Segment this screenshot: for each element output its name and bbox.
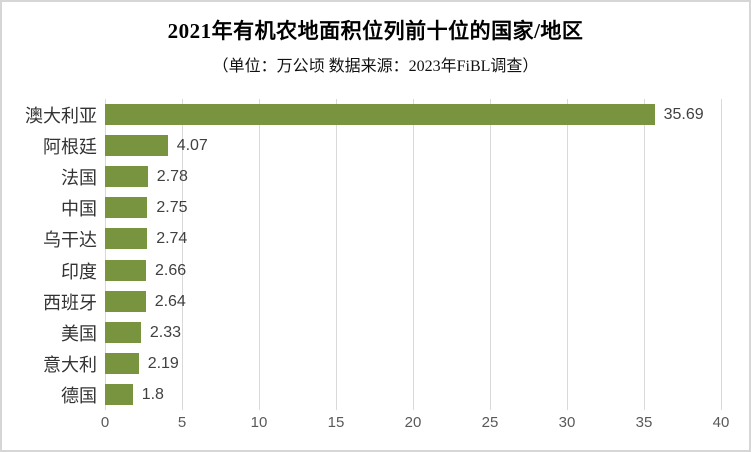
gridline xyxy=(721,99,722,410)
chart-title: 2021年有机农地面积位列前十位的国家/地区 xyxy=(167,19,584,43)
category-label: 印度 xyxy=(61,261,97,282)
bar-row: 西班牙 2.64 xyxy=(2,286,749,317)
x-axis: 0 5 10 15 20 25 30 35 40 xyxy=(2,414,749,438)
bar xyxy=(105,353,139,374)
category-label: 美国 xyxy=(61,323,97,344)
gridline xyxy=(413,99,414,410)
category-label: 西班牙 xyxy=(43,292,97,313)
value-label: 2.33 xyxy=(149,323,182,341)
category-label: 意大利 xyxy=(43,354,97,375)
gridline xyxy=(259,99,260,410)
chart-header: 2021年有机农地面积位列前十位的国家/地区 （单位：万公顷 数据来源：2023… xyxy=(2,15,749,76)
chart-subtitle: （单位：万公顷 数据来源：2023年FiBL调查） xyxy=(212,58,539,75)
category-label: 法国 xyxy=(61,167,97,188)
bar xyxy=(105,135,168,156)
bar-row: 德国 1.8 xyxy=(2,379,749,410)
value-label: 2.19 xyxy=(147,354,179,372)
x-tick-label: 0 xyxy=(100,414,110,431)
gridline xyxy=(336,99,337,410)
value-label: 35.69 xyxy=(663,105,704,123)
x-tick-label: 25 xyxy=(481,414,499,431)
value-label: 2.75 xyxy=(156,198,188,216)
bar xyxy=(105,228,148,249)
bar-row: 澳大利亚 35.69 xyxy=(2,99,749,130)
category-label: 澳大利亚 xyxy=(25,105,97,126)
category-label: 德国 xyxy=(61,385,97,406)
bar xyxy=(105,291,146,312)
gridline xyxy=(644,99,645,410)
x-tick-label: 40 xyxy=(712,414,730,431)
bar-row: 阿根廷 4.07 xyxy=(2,130,749,161)
bar xyxy=(105,384,133,405)
bar-row: 印度 2.66 xyxy=(2,255,749,286)
bar-row: 中国 2.75 xyxy=(2,192,749,223)
plot-area xyxy=(105,99,722,410)
value-label: 2.64 xyxy=(154,292,186,310)
gridline xyxy=(490,99,491,410)
bar xyxy=(105,104,655,125)
category-label: 阿根廷 xyxy=(43,136,97,157)
gridline xyxy=(567,99,568,410)
bar-row: 法国 2.78 xyxy=(2,161,749,192)
bar-row: 意大利 2.19 xyxy=(2,348,749,379)
value-label: 1.8 xyxy=(141,385,164,403)
category-label: 中国 xyxy=(61,198,97,219)
x-tick-label: 20 xyxy=(404,414,422,431)
bar-row: 乌干达 2.74 xyxy=(2,223,749,254)
bar xyxy=(105,166,148,187)
x-tick-label: 35 xyxy=(635,414,653,431)
bar xyxy=(105,260,146,281)
value-label: 2.78 xyxy=(156,167,188,185)
x-tick-label: 30 xyxy=(558,414,576,431)
x-tick-label: 5 xyxy=(177,414,187,431)
value-label: 2.66 xyxy=(155,261,187,279)
bar xyxy=(105,197,148,218)
gridline xyxy=(182,99,183,410)
category-label: 乌干达 xyxy=(43,229,97,250)
x-tick-label: 15 xyxy=(327,414,345,431)
bar-row: 美国 2.33 xyxy=(2,317,749,348)
x-tick-label: 10 xyxy=(250,414,268,431)
bar xyxy=(105,322,141,343)
gridline xyxy=(105,99,106,410)
value-label: 4.07 xyxy=(176,136,208,154)
value-label: 2.74 xyxy=(156,229,188,247)
